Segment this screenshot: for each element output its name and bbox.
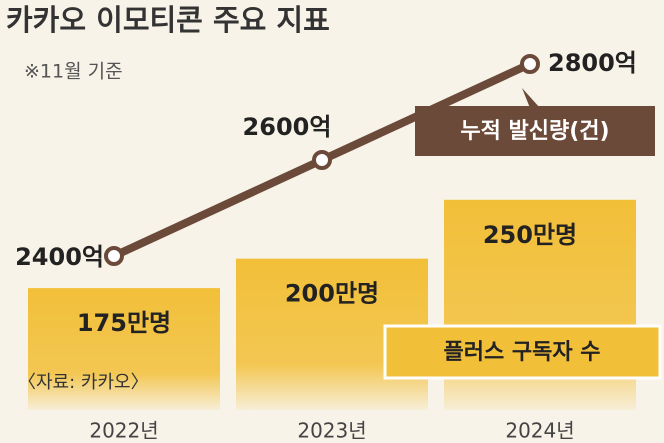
line-point <box>520 54 540 74</box>
x-tick-label: 2024년 <box>505 419 574 443</box>
bar-value-label: 250만명 <box>483 221 577 249</box>
line-value-label: 2600억 <box>243 113 332 141</box>
x-tick-label: 2023년 <box>297 419 366 443</box>
legend-label: 누적 발신량(건) <box>460 119 609 144</box>
line-layer: 2400억 2600억 2800억 <box>15 49 637 271</box>
legend-box <box>415 106 655 156</box>
bar-layer: 2022년 2023년 2024년 175만명 200만명 250만명 <box>28 199 636 443</box>
source-note: 〈자료: 카카오〉 <box>18 372 149 393</box>
bar-value-label: 175만명 <box>77 309 171 337</box>
line-value-label: 2400억 <box>15 243 104 271</box>
bar <box>28 288 220 410</box>
x-tick-label: 2022년 <box>89 419 158 443</box>
line-point <box>312 150 332 170</box>
chart-title: 카카오 이모티콘 주요 지표 <box>6 3 330 37</box>
line-value-label: 2800억 <box>548 49 637 77</box>
bar-value-label: 200만명 <box>285 280 379 308</box>
legend-box <box>383 324 662 380</box>
legend-label: 플러스 구독자 수 <box>444 340 601 365</box>
line-point <box>104 246 124 266</box>
chart-subtitle: ※11월 기준 <box>24 61 123 83</box>
legend-pointer <box>522 88 540 108</box>
